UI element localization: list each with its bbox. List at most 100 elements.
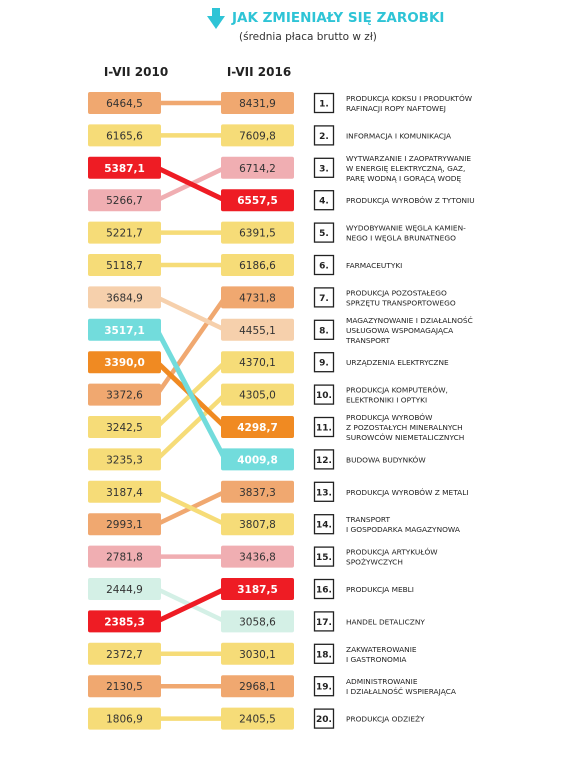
box-2016 bbox=[221, 254, 294, 276]
value-2010: 3242,5 bbox=[106, 422, 143, 434]
value-2016: 6557,5 bbox=[237, 195, 278, 207]
value-2010: 5387,1 bbox=[104, 163, 145, 175]
value-2016: 6391,5 bbox=[239, 228, 276, 240]
category-label-line: I GOSPODARKA MAGAZYNOWA bbox=[346, 525, 460, 534]
value-2010: 3187,4 bbox=[106, 487, 143, 499]
box-2016 bbox=[221, 189, 294, 212]
category-label-line: PARĘ WODNĄ I GORĄCĄ WODĘ bbox=[346, 174, 461, 183]
rank-box bbox=[313, 384, 335, 405]
value-2016: 3807,8 bbox=[239, 519, 276, 531]
chart-title: JAK ZMIENIAŁY SIĘ ZAROBKI bbox=[231, 10, 444, 26]
box-2010 bbox=[88, 545, 161, 568]
category-label: PRODUKCJA KOMPUTERÓW, ELEKTRONIKI I OPTYK… bbox=[346, 386, 448, 405]
rank-number: 1. bbox=[319, 100, 329, 110]
category-label-line: URZĄDZENIA ELEKTRYCZNE bbox=[346, 358, 449, 367]
value-2016: 3030,1 bbox=[239, 649, 276, 661]
value-2010: 3235,3 bbox=[106, 454, 143, 466]
rank-number: 14. bbox=[316, 521, 332, 531]
rank-box bbox=[313, 676, 335, 697]
value-2010: 2372,7 bbox=[106, 649, 143, 661]
connector-line bbox=[154, 392, 228, 462]
category-label-line: PRODUKCJA POZOSTAŁEGO bbox=[346, 288, 447, 297]
category-label-line: USŁUGOWA WSPOMAGAJĄCA bbox=[346, 326, 453, 335]
category-label-line: SPRZĘTU TRANSPORTOWEGO bbox=[346, 298, 456, 307]
rank-box bbox=[313, 449, 335, 470]
category-label: TRANSPORT I GOSPODARKA MAGAZYNOWA bbox=[345, 515, 460, 534]
value-2010: 2781,8 bbox=[106, 552, 143, 564]
box-2010 bbox=[88, 480, 161, 503]
category-label-line: ADMINISTROWANIE bbox=[346, 677, 418, 686]
connector-line bbox=[154, 489, 228, 527]
category-labels: 1. PRODUKCJA KOKSU I PRODUKTÓW RAFINACJI R… bbox=[313, 92, 475, 729]
value-2016: 3436,8 bbox=[239, 552, 276, 564]
rank-number: 12. bbox=[316, 456, 332, 466]
category-label-line: INFORMACJA I KOMUNIKACJA bbox=[346, 131, 451, 140]
box-2010 bbox=[88, 92, 161, 114]
category-label-line: FARMACEUTYKI bbox=[346, 261, 402, 270]
category-label-line: NEGO I WĘGLA BRUNATNEGO bbox=[346, 234, 456, 243]
rank-box bbox=[313, 546, 335, 567]
box-2010 bbox=[88, 124, 161, 147]
rank-number: 15. bbox=[316, 553, 332, 563]
value-2016: 4370,1 bbox=[239, 357, 276, 369]
chart-header: JAK ZMIENIAŁY SIĘ ZAROBKI (średnia płaca… bbox=[207, 8, 444, 43]
rank-box bbox=[313, 514, 335, 535]
category-label: ZAKWATEROWANIE I GASTRONOMIA bbox=[346, 645, 417, 664]
box-2016 bbox=[221, 416, 294, 438]
column-header-2016: I-VII 2016 bbox=[227, 65, 291, 79]
category-label-line: PRODUKCJA WYROBÓW Z TYTONIU bbox=[346, 196, 475, 205]
box-2016 bbox=[221, 545, 294, 568]
box-2010 bbox=[88, 675, 161, 698]
down-arrow-icon bbox=[207, 8, 225, 29]
value-2010: 3390,0 bbox=[104, 357, 145, 369]
value-2016: 4455,1 bbox=[239, 325, 276, 337]
box-2010 bbox=[88, 383, 161, 406]
value-2010: 3684,9 bbox=[106, 292, 143, 304]
boxes-2016: 8431,9 7609,8 6714,2 6557,5 6391,5 6186,6 4731… bbox=[221, 92, 294, 730]
category-label-line: WYDOBYWANIE WĘGLA KAMIEN- bbox=[346, 224, 466, 233]
connector-line bbox=[154, 165, 228, 203]
category-label: PRODUKCJA ODZIEŻY bbox=[346, 715, 425, 724]
category-label: PRODUKCJA WYROBÓW Z METALI bbox=[346, 488, 469, 497]
rank-number: 10. bbox=[316, 391, 332, 401]
category-label: HANDEL DETALICZNY bbox=[346, 617, 425, 626]
box-2016 bbox=[221, 351, 294, 374]
value-2016: 3187,5 bbox=[237, 584, 278, 596]
category-label-line: HANDEL DETALICZNY bbox=[346, 617, 425, 626]
box-2010 bbox=[88, 642, 161, 665]
category-label-line: TRANSPORT bbox=[345, 336, 390, 345]
rank-box bbox=[313, 287, 335, 308]
box-2010 bbox=[88, 189, 161, 212]
box-2016 bbox=[221, 156, 294, 179]
box-2016 bbox=[221, 642, 294, 665]
category-label-line: SPOŻYWCZYCH bbox=[346, 558, 403, 567]
box-2010 bbox=[88, 318, 161, 341]
rank-number: 3. bbox=[319, 164, 329, 174]
category-label-line: PRODUKCJA ARTYKUŁÓW bbox=[346, 548, 438, 557]
rank-number: 9. bbox=[319, 359, 329, 369]
rank-number: 16. bbox=[316, 586, 332, 596]
rank-box bbox=[313, 92, 335, 114]
rank-number: 2. bbox=[319, 132, 329, 142]
rank-number: 6. bbox=[319, 262, 329, 272]
box-2016 bbox=[221, 383, 294, 406]
category-label-line: PRODUKCJA WYROBÓW bbox=[346, 413, 433, 422]
category-label: BUDOWA BUDYNKÓW bbox=[346, 455, 426, 464]
chart-subtitle: (średnia płaca brutto w zł) bbox=[239, 31, 377, 43]
box-2010 bbox=[88, 286, 161, 309]
rank-box bbox=[313, 157, 335, 178]
rank-box bbox=[313, 125, 335, 146]
rank-box bbox=[313, 254, 335, 276]
category-label: PRODUKCJA KOKSU I PRODUKTÓW RAFINACJI ROP… bbox=[346, 94, 473, 113]
category-label-line: BUDOWA BUDYNKÓW bbox=[346, 455, 426, 464]
value-2010: 1806,9 bbox=[106, 714, 143, 726]
box-2016 bbox=[221, 707, 294, 730]
value-2016: 2968,1 bbox=[239, 681, 276, 693]
connector-line bbox=[154, 295, 228, 397]
value-2016: 4009,8 bbox=[237, 454, 278, 466]
box-2010 bbox=[88, 416, 161, 438]
box-2016 bbox=[221, 578, 294, 600]
box-2010 bbox=[88, 578, 161, 600]
rank-box bbox=[313, 708, 335, 729]
box-2010 bbox=[88, 351, 161, 374]
